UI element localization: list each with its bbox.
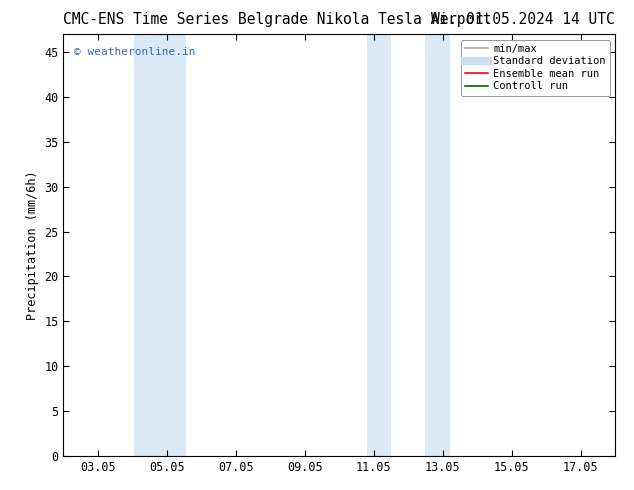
Bar: [367, 34, 391, 456]
Text: CMC-ENS Time Series Belgrade Nikola Tesla Airport: CMC-ENS Time Series Belgrade Nikola Tesl…: [63, 12, 492, 27]
Text: © weatheronline.in: © weatheronline.in: [74, 47, 196, 57]
Bar: [134, 34, 186, 456]
Bar: [425, 34, 450, 456]
Y-axis label: Precipitation (mm/6h): Precipitation (mm/6h): [26, 170, 39, 320]
Text: We. 01.05.2024 14 UTC: We. 01.05.2024 14 UTC: [431, 12, 615, 27]
Legend: min/max, Standard deviation, Ensemble mean run, Controll run: min/max, Standard deviation, Ensemble me…: [461, 40, 610, 96]
